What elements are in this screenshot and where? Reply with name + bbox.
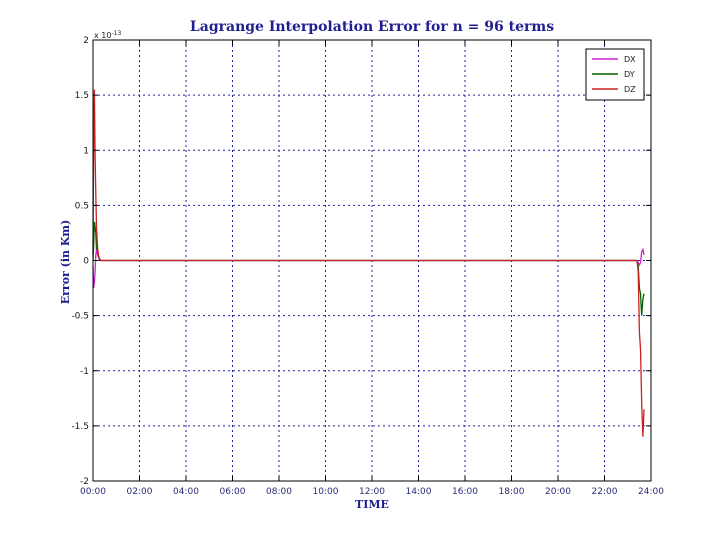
y-tick-label: 1.5 [75, 91, 89, 101]
x-tick-label: 02:00 [127, 487, 153, 497]
series-lines [92, 89, 645, 437]
y-tick-label: -2 [80, 477, 89, 487]
y-tick-label: 2 [83, 36, 89, 46]
legend-label-dz: DZ [624, 85, 636, 94]
x-tick-label: 24:00 [638, 487, 664, 497]
tick-labels: 00:00 02:00 04:00 06:00 08:00 10:00 12:00 14:00… [71, 36, 664, 497]
legend-label-dy: DY [624, 70, 635, 79]
y-exponent-label: x 10-13 [94, 30, 121, 41]
legend-label-dx: DX [624, 55, 636, 64]
x-tick-label: 18:00 [499, 487, 525, 497]
x-tick-label: 08:00 [266, 487, 292, 497]
series-line-dz [92, 89, 645, 437]
x-tick-label: 16:00 [452, 487, 478, 497]
x-tick-label: 12:00 [359, 487, 385, 497]
x-tick-label: 14:00 [406, 487, 432, 497]
y-tick-label: -1.5 [71, 422, 89, 432]
y-tick-label: 0.5 [75, 201, 89, 211]
y-tick-label: -0.5 [71, 312, 89, 322]
x-tick-label: 10:00 [313, 487, 339, 497]
x-axis-label: TIME [355, 498, 389, 511]
y-exponent-power: -13 [111, 30, 121, 37]
y-tick-label: 1 [83, 146, 89, 156]
x-tick-label: 06:00 [220, 487, 246, 497]
chart-title: Lagrange Interpolation Error for n = 96 … [190, 19, 554, 35]
x-tick-label: 22:00 [592, 487, 618, 497]
y-tick-label: 0 [83, 257, 89, 267]
y-tick-label: -1 [80, 367, 89, 377]
axes [92, 39, 652, 482]
x-tick-label: 04:00 [173, 487, 199, 497]
y-axis-label: Error (in Km) [59, 220, 72, 305]
y-exponent-base: x 10 [94, 31, 111, 40]
x-tick-label: 00:00 [80, 487, 106, 497]
x-tick-label: 20:00 [545, 487, 571, 497]
legend: DX DY DZ [585, 48, 645, 101]
